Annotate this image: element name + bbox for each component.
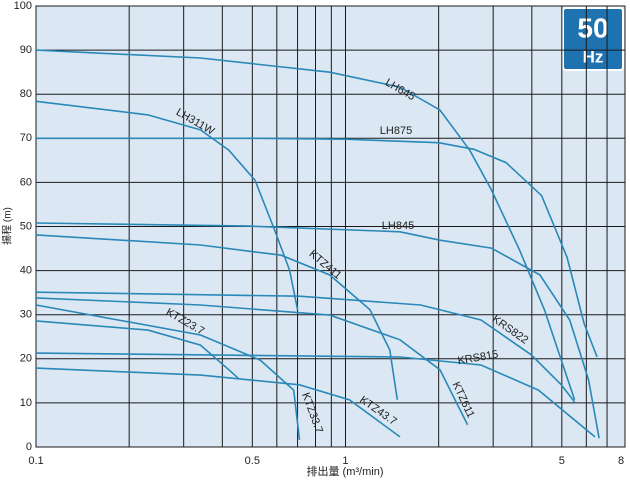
curve — [35, 234, 399, 400]
y-tick-label: 100 — [14, 0, 32, 12]
y-tick-label: 50 — [20, 220, 32, 232]
curve — [35, 304, 301, 440]
curve — [35, 352, 596, 438]
y-axis-label: 揚程 (m) — [1, 207, 14, 245]
curve — [35, 100, 299, 310]
y-tick-label: 0 — [26, 441, 32, 453]
x-tick-label: 5 — [559, 455, 565, 467]
y-tick-label: 40 — [20, 265, 32, 277]
y-tick-label: 20 — [20, 353, 32, 365]
curve — [35, 320, 239, 379]
x-tick-label: 1 — [342, 455, 348, 467]
y-tick-label: 30 — [20, 309, 32, 321]
x-tick-label: 0.5 — [245, 455, 260, 467]
x-tick-label: 8 — [618, 455, 624, 467]
curve-label: LH845 — [382, 220, 414, 232]
plot-border — [35, 5, 626, 448]
y-tick-label: 60 — [20, 176, 32, 188]
x-tick-label: 0.1 — [28, 455, 43, 467]
y-tick-label: 70 — [20, 132, 32, 144]
curve — [35, 222, 600, 439]
curve — [35, 297, 469, 426]
y-tick-label: 90 — [20, 44, 32, 56]
x-axis-label: 排出量 (m³/min) — [307, 464, 384, 478]
curve — [36, 137, 598, 358]
y-tick-label: 10 — [20, 397, 32, 409]
badge-unit: Hz — [583, 47, 604, 66]
badge — [562, 7, 624, 71]
curve-label: LH875 — [380, 125, 412, 137]
curve — [35, 291, 576, 403]
curve — [35, 367, 401, 438]
y-tick-label: 80 — [20, 88, 32, 100]
badge-value: 50 — [577, 12, 608, 43]
curve — [35, 49, 576, 401]
